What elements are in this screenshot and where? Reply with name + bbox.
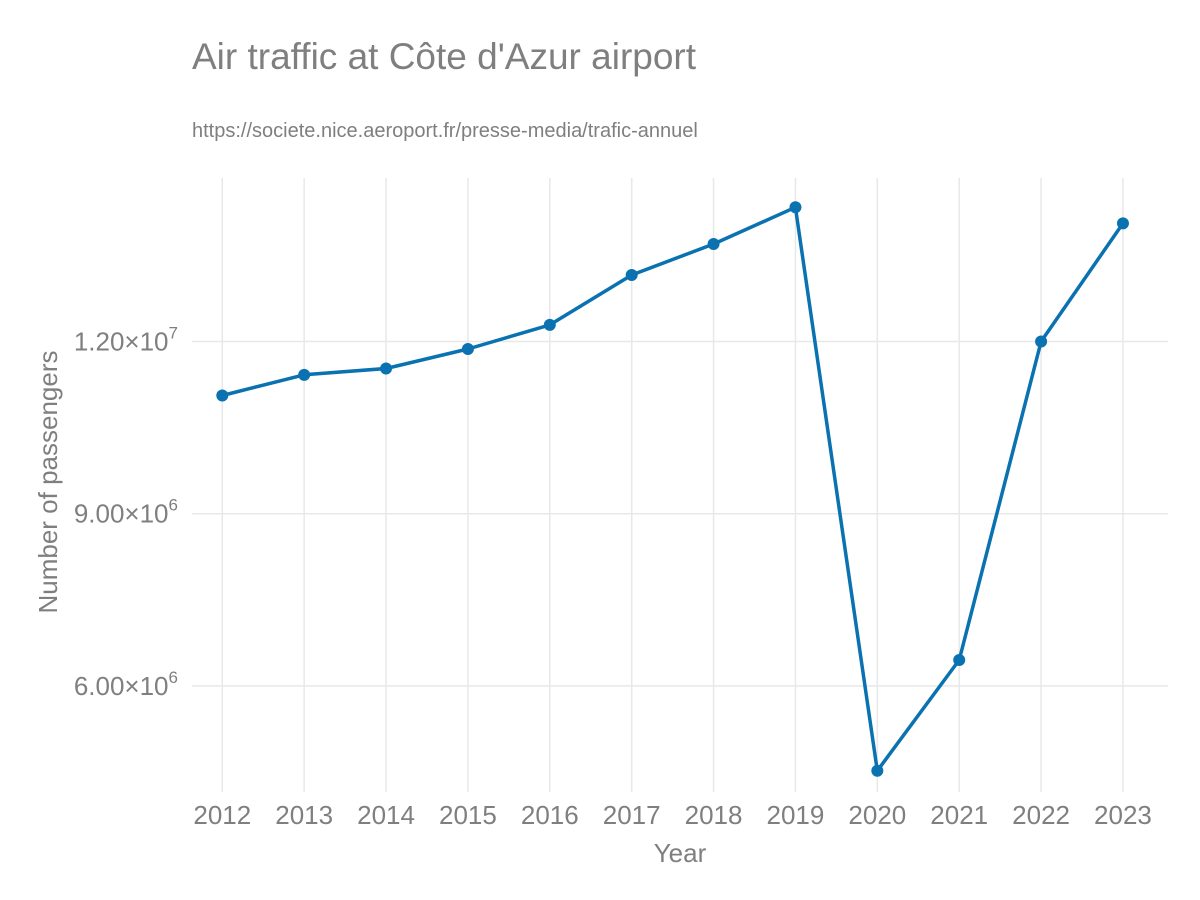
data-point (461, 343, 474, 356)
y-tick-labels: 6.00×106 9.00×106 1.20×107 (74, 324, 178, 701)
series-line (220, 205, 1125, 773)
data-point (707, 237, 720, 250)
x-tick-label: 2021 (930, 800, 988, 830)
data-point (871, 764, 884, 777)
x-tick-label: 2020 (848, 800, 906, 830)
x-tick-label: 2018 (685, 800, 743, 830)
data-point (953, 654, 966, 667)
x-tick-label: 2022 (1012, 800, 1070, 830)
x-tick-label: 2023 (1094, 800, 1152, 830)
y-tick-label: 1.20×107 (74, 324, 178, 357)
chart-title: Air traffic at Côte d'Azur airport (192, 36, 697, 77)
x-tick-label: 2012 (193, 800, 251, 830)
x-tick-label: 2019 (767, 800, 825, 830)
x-tick-label: 2014 (357, 800, 415, 830)
x-axis-label: Year (654, 838, 707, 868)
y-gridlines (192, 340, 1168, 687)
y-axis-label: Number of passengers (33, 350, 63, 613)
data-point (1116, 217, 1129, 230)
y-tick-label: 9.00×106 (74, 496, 178, 529)
x-tick-label: 2013 (275, 800, 333, 830)
x-gridlines (221, 178, 1124, 792)
y-tick-label: 6.00×106 (74, 668, 178, 701)
chart-subtitle: https://societe.nice.aeroport.fr/presse-… (192, 120, 698, 142)
data-point (380, 362, 393, 375)
data-point (789, 201, 802, 214)
data-point (216, 389, 229, 402)
data-point (298, 368, 311, 381)
data-point (1035, 335, 1048, 348)
data-point (543, 318, 556, 331)
x-tick-labels: 2012 2013 2014 2015 2016 2017 2018 2019 2020 2021… (193, 800, 1152, 830)
x-tick-label: 2016 (521, 800, 579, 830)
data-point (625, 268, 638, 281)
x-tick-label: 2015 (439, 800, 497, 830)
x-tick-label: 2017 (603, 800, 661, 830)
series-layer (220, 205, 1125, 773)
points-layer (216, 201, 1129, 777)
